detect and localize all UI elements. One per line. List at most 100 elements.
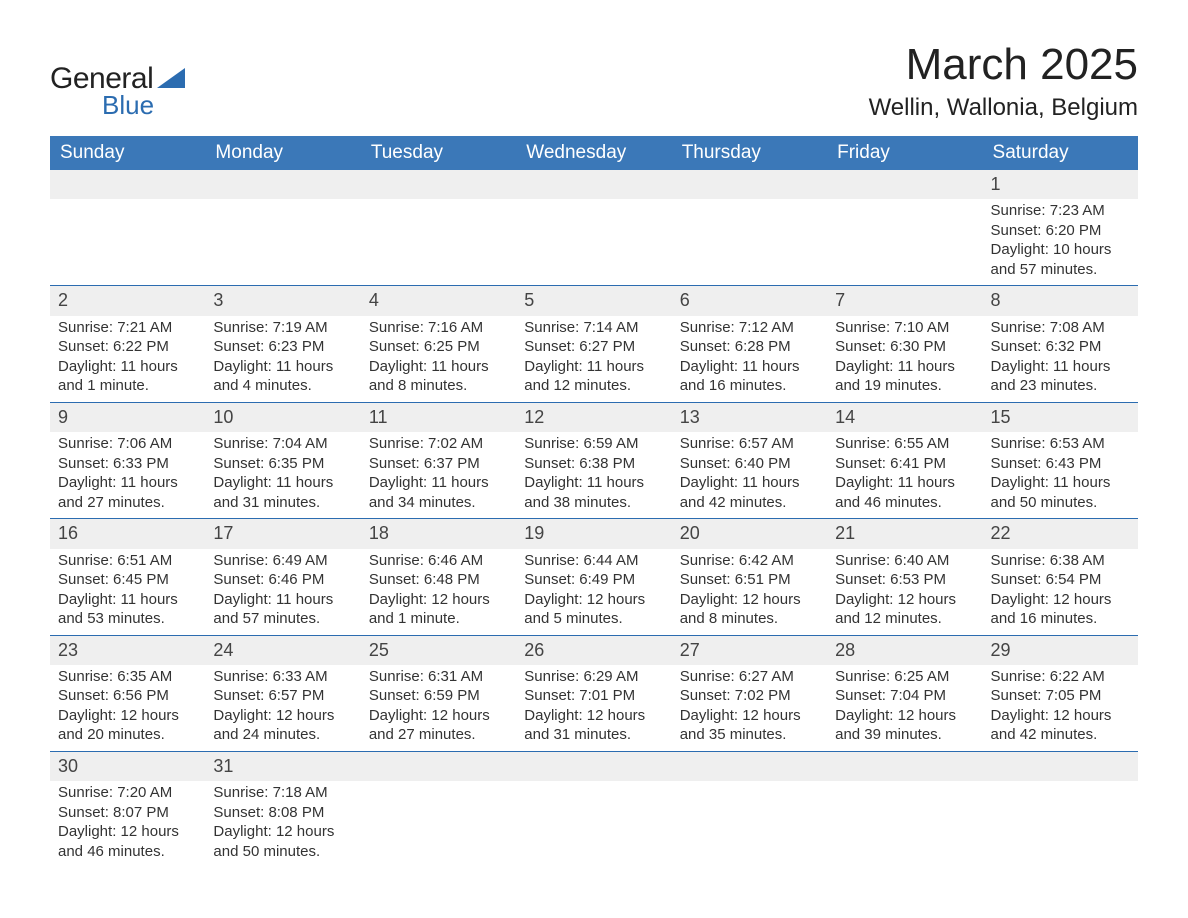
sunset-line: Sunset: 8:07 PM [58,803,197,823]
day-header: Friday [827,136,982,170]
day-number-cell: 27 [672,635,827,665]
day-number-cell: 13 [672,402,827,432]
sunset-line: Sunset: 6:22 PM [58,337,197,357]
daylight-line: Daylight: 11 hours and 27 minutes. [58,473,197,512]
daylight-line: Daylight: 12 hours and 24 minutes. [213,706,352,745]
sunset-line: Sunset: 6:32 PM [991,337,1130,357]
daylight-line: Daylight: 11 hours and 46 minutes. [835,473,974,512]
day-number-cell [50,170,205,199]
day-detail-cell: Sunrise: 7:10 AMSunset: 6:30 PMDaylight:… [827,316,982,403]
day-number-cell: 29 [983,635,1138,665]
sunset-line: Sunset: 6:54 PM [991,570,1130,590]
day-number-cell: 16 [50,519,205,549]
sunset-line: Sunset: 6:38 PM [524,454,663,474]
day-detail-cell: Sunrise: 6:31 AMSunset: 6:59 PMDaylight:… [361,665,516,752]
day-header: Saturday [983,136,1138,170]
day-detail-cell: Sunrise: 6:25 AMSunset: 7:04 PMDaylight:… [827,665,982,752]
sunset-line: Sunset: 6:27 PM [524,337,663,357]
week-daynum-row: 16171819202122 [50,519,1138,549]
sunset-line: Sunset: 6:40 PM [680,454,819,474]
sunset-line: Sunset: 6:53 PM [835,570,974,590]
day-number-cell: 28 [827,635,982,665]
sunrise-line: Sunrise: 6:51 AM [58,551,197,571]
sunrise-line: Sunrise: 6:49 AM [213,551,352,571]
day-detail-cell [205,199,360,286]
day-number-cell: 26 [516,635,671,665]
day-number-cell: 20 [672,519,827,549]
day-number-cell: 5 [516,286,671,316]
day-detail-cell: Sunrise: 7:06 AMSunset: 6:33 PMDaylight:… [50,432,205,519]
day-header-row: Sunday Monday Tuesday Wednesday Thursday… [50,136,1138,170]
day-number-cell: 1 [983,170,1138,199]
daylight-line: Daylight: 12 hours and 8 minutes. [680,590,819,629]
sunrise-line: Sunrise: 6:44 AM [524,551,663,571]
day-number-cell: 24 [205,635,360,665]
day-detail-cell: Sunrise: 6:27 AMSunset: 7:02 PMDaylight:… [672,665,827,752]
logo-triangle-icon [157,68,185,88]
sunset-line: Sunset: 6:51 PM [680,570,819,590]
day-detail-cell [516,781,671,867]
sunset-line: Sunset: 6:33 PM [58,454,197,474]
sunrise-line: Sunrise: 7:21 AM [58,318,197,338]
day-number-cell: 31 [205,751,360,781]
daylight-line: Daylight: 11 hours and 12 minutes. [524,357,663,396]
sunset-line: Sunset: 6:59 PM [369,686,508,706]
day-number-cell [205,170,360,199]
sunset-line: Sunset: 7:01 PM [524,686,663,706]
week-daynum-row: 3031 [50,751,1138,781]
day-detail-cell: Sunrise: 6:55 AMSunset: 6:41 PMDaylight:… [827,432,982,519]
sunset-line: Sunset: 7:04 PM [835,686,974,706]
daylight-line: Daylight: 12 hours and 42 minutes. [991,706,1130,745]
day-number-cell: 15 [983,402,1138,432]
week-detail-row: Sunrise: 6:51 AMSunset: 6:45 PM Daylight:… [50,549,1138,636]
sunset-line: Sunset: 6:25 PM [369,337,508,357]
day-number-cell: 3 [205,286,360,316]
day-detail-cell: Sunrise: 6:38 AMSunset: 6:54 PMDaylight:… [983,549,1138,636]
day-number-cell [672,170,827,199]
sunset-line: Sunset: 6:56 PM [58,686,197,706]
day-detail-cell: Sunrise: 7:19 AMSunset: 6:23 PMDaylight:… [205,316,360,403]
sunrise-line: Sunrise: 6:46 AM [369,551,508,571]
sunrise-line: Sunrise: 7:04 AM [213,434,352,454]
day-detail-cell: Sunrise: 6:57 AMSunset: 6:40 PMDaylight:… [672,432,827,519]
day-number-cell [516,170,671,199]
day-number-cell [827,170,982,199]
daylight-line: Daylight: 12 hours and 46 minutes. [58,822,197,861]
sunrise-line: Sunrise: 7:16 AM [369,318,508,338]
day-number-cell: 30 [50,751,205,781]
day-number-cell: 12 [516,402,671,432]
day-header: Sunday [50,136,205,170]
sunrise-line: Sunrise: 7:20 AM [58,783,197,803]
sunset-line: Sunset: 6:48 PM [369,570,508,590]
sunset-line: Sunset: 6:45 PM [58,570,197,590]
sunset-line: Sunset: 7:02 PM [680,686,819,706]
day-number-cell: 11 [361,402,516,432]
day-detail-cell: Sunrise: 7:23 AMSunset: 6:20 PMDaylight:… [983,199,1138,286]
sunset-line: Sunset: 6:28 PM [680,337,819,357]
daylight-line: Daylight: 11 hours and 1 minute. [58,357,197,396]
daylight-line: Daylight: 12 hours and 50 minutes. [213,822,352,861]
day-detail-cell [983,781,1138,867]
day-number-cell [983,751,1138,781]
sunrise-line: Sunrise: 6:59 AM [524,434,663,454]
day-number-cell: 6 [672,286,827,316]
sunset-line: Sunset: 6:43 PM [991,454,1130,474]
sunset-line: Sunset: 6:23 PM [213,337,352,357]
sunset-line: Sunset: 7:05 PM [991,686,1130,706]
day-header: Tuesday [361,136,516,170]
daylight-line: Daylight: 11 hours and 38 minutes. [524,473,663,512]
sunrise-line: Sunrise: 6:53 AM [991,434,1130,454]
daylight-line: Daylight: 12 hours and 39 minutes. [835,706,974,745]
day-number-cell: 8 [983,286,1138,316]
day-detail-cell: Sunrise: 7:14 AMSunset: 6:27 PMDaylight:… [516,316,671,403]
sunset-line: Sunset: 6:57 PM [213,686,352,706]
day-detail-cell [827,781,982,867]
week-detail-row: Sunrise: 7:23 AMSunset: 6:20 PMDaylight:… [50,199,1138,286]
day-number-cell: 23 [50,635,205,665]
day-number-cell: 18 [361,519,516,549]
sunset-line: Sunset: 6:30 PM [835,337,974,357]
logo-word2: Blue [102,90,154,121]
sunrise-line: Sunrise: 7:12 AM [680,318,819,338]
sunset-line: Sunset: 6:35 PM [213,454,352,474]
week-daynum-row: 2345678 [50,286,1138,316]
